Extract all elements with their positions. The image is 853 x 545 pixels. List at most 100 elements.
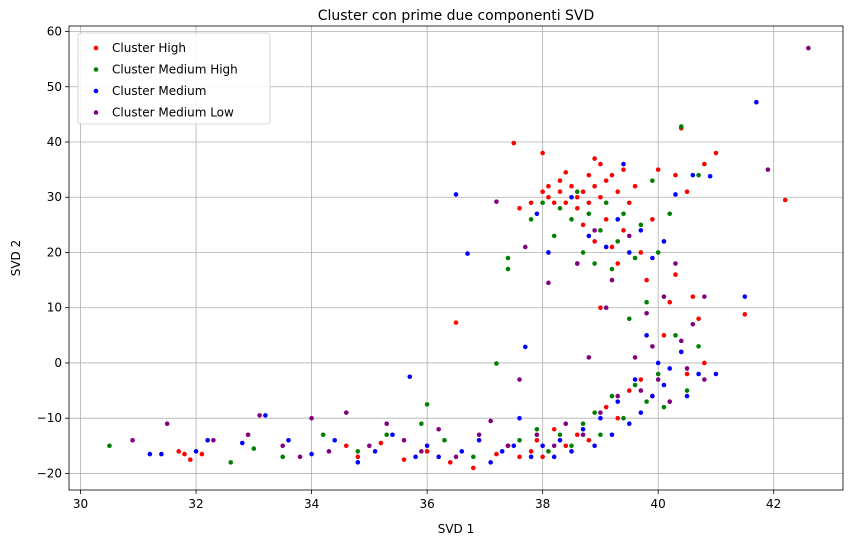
- point-series-1: [586, 200, 592, 206]
- x-tick-label: 36: [419, 497, 434, 511]
- point-series-1: [650, 217, 655, 222]
- point-series-1: [517, 205, 522, 211]
- point-series-2: [655, 371, 661, 377]
- point-series-2: [574, 189, 580, 195]
- point-series-4: [586, 355, 592, 360]
- point-series-3: [205, 437, 210, 443]
- point-series-1: [609, 172, 615, 178]
- point-series-1: [540, 189, 545, 195]
- point-series-3: [696, 371, 701, 377]
- point-series-3: [511, 443, 517, 449]
- point-series-1: [187, 457, 193, 462]
- point-series-3: [713, 371, 719, 377]
- point-series-4: [702, 294, 707, 299]
- point-series-4: [280, 443, 286, 449]
- point-series-1: [673, 272, 678, 277]
- point-series-3: [159, 451, 164, 457]
- point-series-4: [453, 454, 459, 460]
- point-series-2: [678, 124, 684, 129]
- point-series-1: [580, 222, 586, 228]
- point-series-3: [592, 443, 597, 449]
- point-series-2: [494, 361, 499, 366]
- point-series-4: [702, 377, 707, 382]
- point-series-3: [424, 443, 430, 449]
- x-tick-label: 32: [188, 497, 203, 511]
- point-series-1: [742, 312, 748, 317]
- point-series-2: [667, 211, 673, 217]
- y-tick-label: 30: [47, 190, 62, 204]
- point-series-2: [540, 200, 545, 206]
- point-series-3: [598, 415, 603, 421]
- point-series-1: [424, 449, 430, 454]
- point-series-1: [603, 178, 609, 183]
- point-series-2: [442, 437, 447, 443]
- point-series-1: [655, 167, 661, 172]
- point-series-1: [638, 250, 644, 255]
- point-series-1: [517, 454, 522, 460]
- point-series-1: [355, 454, 361, 460]
- point-series-3: [586, 233, 592, 239]
- point-series-1: [574, 194, 580, 200]
- point-series-1: [471, 465, 476, 471]
- y-tick-label: 0: [54, 356, 62, 370]
- point-series-3: [603, 244, 609, 250]
- point-series-3: [638, 410, 644, 415]
- point-series-1: [603, 404, 609, 410]
- point-series-1: [551, 200, 557, 206]
- point-series-4: [592, 228, 597, 233]
- point-series-1: [540, 150, 545, 156]
- point-series-4: [626, 233, 632, 239]
- point-series-4: [211, 437, 216, 443]
- point-series-2: [580, 421, 586, 427]
- point-series-3: [465, 251, 470, 256]
- point-series-2: [505, 266, 511, 272]
- legend-label: Cluster Medium Low: [112, 106, 234, 120]
- point-series-2: [528, 217, 534, 222]
- point-series-4: [563, 421, 569, 427]
- point-series-1: [598, 305, 603, 311]
- point-series-4: [580, 432, 586, 438]
- y-tick-label: 50: [47, 80, 62, 94]
- point-series-2: [661, 404, 667, 410]
- point-series-2: [621, 211, 626, 217]
- point-series-1: [690, 294, 696, 299]
- x-tick-label: 42: [766, 497, 781, 511]
- point-series-1: [661, 333, 667, 338]
- point-series-3: [650, 393, 655, 399]
- point-series-2: [603, 200, 609, 206]
- point-series-1: [176, 449, 182, 454]
- y-tick-label: −20: [37, 466, 62, 480]
- point-series-3: [390, 432, 395, 438]
- point-series-4: [297, 454, 303, 460]
- point-series-3: [263, 413, 268, 418]
- point-series-1: [574, 432, 580, 438]
- point-series-1: [528, 200, 534, 206]
- point-series-2: [355, 449, 361, 454]
- y-tick-label: −10: [37, 411, 62, 425]
- point-series-1: [401, 457, 407, 462]
- point-series-3: [372, 449, 378, 454]
- point-series-3: [644, 333, 649, 338]
- legend-marker: [93, 45, 99, 51]
- point-series-1: [702, 161, 707, 167]
- point-series-1: [667, 299, 673, 305]
- point-series-4: [517, 377, 522, 382]
- point-series-2: [586, 211, 592, 217]
- point-series-1: [598, 194, 603, 200]
- point-series-2: [592, 261, 597, 266]
- point-series-4: [644, 310, 649, 316]
- point-series-4: [130, 437, 135, 443]
- point-series-3: [569, 194, 574, 200]
- point-series-3: [690, 172, 696, 178]
- point-series-1: [592, 183, 597, 189]
- point-series-4: [505, 443, 511, 449]
- legend-marker: [93, 67, 99, 72]
- point-series-1: [447, 460, 453, 465]
- point-series-4: [661, 294, 667, 299]
- point-series-1: [621, 228, 626, 233]
- point-series-1: [528, 449, 534, 454]
- point-series-4: [765, 167, 771, 172]
- point-series-3: [193, 449, 199, 454]
- point-series-1: [580, 189, 586, 195]
- point-series-3: [609, 432, 615, 438]
